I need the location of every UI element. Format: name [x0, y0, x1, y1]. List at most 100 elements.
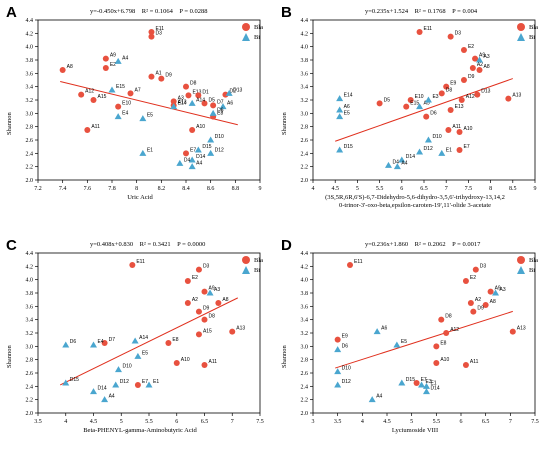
- y-tick-label: 4.0: [26, 45, 34, 51]
- x-tick-label: 4: [64, 419, 67, 425]
- data-point-bla: [482, 302, 489, 308]
- point-label: A6: [344, 104, 350, 110]
- y-tick-label: 3.0: [301, 344, 309, 350]
- data-point-bi: [114, 366, 122, 373]
- point-label: D12: [424, 146, 433, 152]
- point-label: D3: [155, 31, 162, 37]
- point-label: A14: [139, 335, 148, 341]
- data-point-bi: [334, 346, 342, 353]
- point-label: E10: [122, 101, 131, 107]
- y-axis-label: Shannon: [281, 112, 288, 135]
- data-point-bi: [112, 381, 120, 388]
- point-label: D13: [233, 87, 242, 93]
- data-point-bla: [173, 360, 180, 366]
- point-label: E4: [98, 339, 104, 345]
- y-tick-label: 2.8: [26, 125, 34, 131]
- point-label: A8: [222, 297, 228, 303]
- x-tick-label: 8.4: [182, 186, 190, 192]
- y-tick-label: 3.8: [26, 291, 34, 297]
- point-label: D2: [229, 89, 236, 95]
- data-point-bla: [438, 316, 445, 323]
- x-tick-label: 5.5: [433, 419, 441, 425]
- x-tick-label: 3.5: [34, 419, 42, 425]
- y-tick-label: 2.0: [26, 178, 34, 184]
- data-point-bla: [189, 127, 196, 133]
- panel-label: A: [6, 4, 17, 21]
- point-label: D4: [184, 157, 191, 163]
- data-point-bla: [101, 340, 108, 346]
- data-point-bla: [472, 55, 479, 62]
- point-label: D6: [217, 107, 224, 113]
- point-label: A3: [214, 287, 220, 293]
- y-tick-label: 2.4: [26, 151, 34, 157]
- panel-label: B: [281, 4, 292, 21]
- point-label: D12: [120, 379, 129, 385]
- point-label: D6: [70, 339, 77, 345]
- y-tick-label: 2.4: [26, 384, 34, 390]
- point-label: D14: [98, 386, 107, 392]
- data-point-bla: [201, 316, 208, 323]
- data-point-bla: [456, 129, 463, 135]
- point-label: A10: [196, 124, 205, 130]
- data-point-bla: [433, 360, 440, 366]
- point-label: A9: [209, 286, 215, 292]
- data-point-bla: [407, 97, 414, 103]
- point-label: A2: [475, 297, 481, 303]
- y-tick-label: 3.4: [26, 318, 34, 324]
- data-point-bi: [145, 381, 153, 388]
- point-label: E5: [401, 339, 407, 345]
- legend: Bla Bi: [241, 22, 263, 42]
- y-tick-label: 2.6: [301, 371, 309, 377]
- x-tick-label: 7.2: [34, 186, 42, 192]
- data-point-bi: [139, 149, 147, 156]
- data-point-bi: [384, 161, 392, 168]
- y-tick-label: 3.4: [301, 318, 309, 324]
- point-label: D1: [202, 89, 209, 95]
- point-label: A9: [110, 53, 116, 59]
- point-label: A3: [500, 287, 506, 293]
- data-point-bla: [183, 150, 189, 157]
- data-point-bla: [102, 55, 109, 62]
- point-label: D4: [392, 159, 399, 165]
- point-label: E14: [178, 101, 187, 107]
- point-label: D5: [209, 97, 216, 103]
- y-tick-label: 4.4: [26, 18, 34, 24]
- x-tick-label: 7: [445, 186, 448, 192]
- y-tick-label: 2.6: [301, 138, 309, 144]
- y-axis-label: Shannon: [6, 112, 13, 135]
- triangle-marker-icon: [241, 266, 250, 274]
- point-label: E5: [147, 113, 153, 119]
- y-tick-label: 2.8: [301, 125, 309, 131]
- circle-marker-icon: [241, 256, 250, 264]
- y-tick-label: 3.6: [26, 304, 34, 310]
- triangle-marker-icon: [516, 33, 525, 41]
- legend-label: Bi: [253, 266, 261, 274]
- data-point-bi: [188, 156, 196, 163]
- x-tick-label: 5.5: [376, 186, 384, 192]
- point-label: E1: [446, 147, 452, 153]
- x-tick-label: 7.8: [108, 186, 116, 192]
- regression-stats: y=0.236x+1.860 R² = 0.2062 P = 0.0017: [365, 241, 481, 248]
- data-point-bi: [170, 103, 178, 110]
- triangle-marker-icon: [516, 266, 525, 274]
- legend-label: Bi: [528, 266, 536, 274]
- data-point-bi: [134, 352, 142, 359]
- point-label: D8: [209, 314, 216, 320]
- data-point-bla: [222, 91, 229, 98]
- data-point-bi: [90, 388, 97, 395]
- data-point-bla: [416, 29, 423, 35]
- data-point-bla: [474, 91, 481, 98]
- point-label: D8: [190, 81, 197, 87]
- data-point-bla: [462, 362, 469, 368]
- point-label: E15: [410, 101, 419, 107]
- point-label: A13: [512, 93, 521, 99]
- point-label: D7: [109, 337, 116, 343]
- y-axis-label: Shannon: [6, 345, 13, 368]
- point-label: A3: [178, 95, 184, 101]
- point-label: E1: [430, 380, 436, 386]
- point-label: D10: [342, 366, 351, 372]
- circle-marker-icon: [516, 23, 525, 31]
- data-point-bla: [472, 266, 479, 273]
